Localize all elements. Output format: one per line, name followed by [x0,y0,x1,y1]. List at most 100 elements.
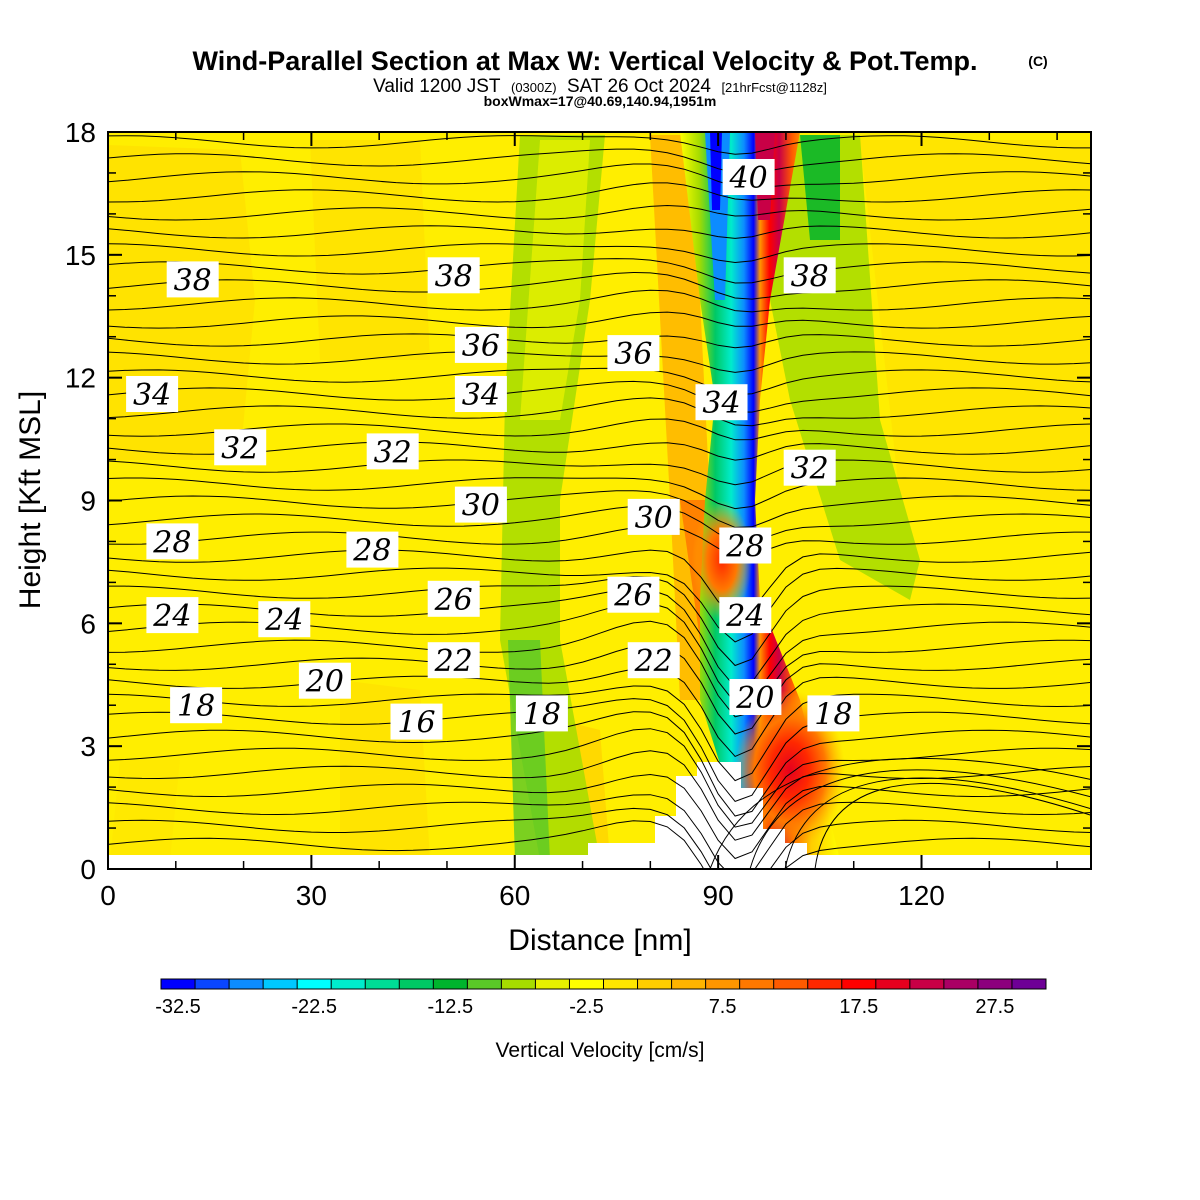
theta-contour-line [108,643,1091,735]
colorbar-swatch [399,979,434,989]
svg-text:30: 30 [462,489,500,524]
theta-contour-label: 34 [126,376,179,413]
forecast-tag: [21hrFcst@1128z] [721,80,826,95]
theta-contour-label: 32 [783,449,836,487]
theta-contour-line [108,380,1091,413]
theta-contour-label: 28 [346,531,399,569]
theta-contour-label: 34 [695,384,748,421]
y-tick-label: 0 [80,854,96,885]
svg-text:38: 38 [435,259,473,294]
colorbar-swatch [535,979,570,989]
theta-contour-line [108,367,1091,396]
svg-text:36: 36 [462,329,500,364]
svg-text:16: 16 [397,706,435,741]
svg-text:28: 28 [152,525,191,560]
theta-contour-label: 26 [427,580,480,618]
theta-contour-label: 24 [146,597,199,634]
theta-contour-label: 38 [166,261,219,298]
colorbar-swatch [297,979,332,989]
theta-contour-label: 18 [170,687,223,724]
colorbar-swatch [603,979,639,989]
theta-contour-line [108,477,1091,510]
svg-text:34: 34 [702,386,740,421]
colorbar-tick-label: 7.5 [709,996,737,1018]
theta-contour-line [108,271,1091,300]
y-tick-label: 18 [65,117,96,148]
x-tick-label: 30 [296,880,327,911]
svg-text:36: 36 [614,337,652,372]
theta-contour-line [108,441,1091,461]
x-tick-label: 0 [100,880,116,911]
theta-contour-line [108,794,1091,869]
theta-contour-line [108,163,1091,189]
theta-contour-label: 38 [783,257,836,294]
theta-contour-line [108,490,1091,528]
colorbar-swatch [909,979,945,989]
svg-text:26: 26 [434,583,473,618]
theta-contour-label: 40 [722,159,775,196]
svg-text:28: 28 [725,530,764,565]
colorbar-swatch [705,979,741,989]
contour-labels: 38 38 38 40 36 36 34 34 34 32 32 32 30 30 28 28 28 26 26 24… [126,159,860,741]
y-tick-label: 6 [80,608,96,639]
svg-text:24: 24 [152,599,191,634]
y-tick-label: 12 [65,363,96,394]
y-axis-label: Height [Kft MSL] [14,391,47,609]
svg-text:18: 18 [177,689,215,724]
colorbar-tick-label: -22.5 [291,996,337,1018]
theta-contour-label: 26 [607,576,660,614]
colorbar: -32.5 -22.5 -12.5 -2.5 7.5 17.5 27.5 [155,978,1047,1018]
svg-text:22: 22 [634,644,673,679]
chart-title: Wind-Parallel Section at Max W: Vertical… [193,46,978,76]
svg-text:34: 34 [462,378,500,413]
x-axis-label: Distance [nm] [508,924,691,957]
svg-text:38: 38 [174,263,212,298]
colorbar-swatch [263,979,298,989]
theta-contour-line [709,757,1091,869]
colorbar-tick-label: -2.5 [569,996,603,1018]
valid-line: Valid 1200 JST (0300Z) SAT 26 Oct 2024 [… [373,76,827,97]
theta-contour-label: 36 [454,326,507,364]
colorbar-swatch [569,979,604,989]
colorbar-label: Vertical Velocity [cm/s] [496,1039,705,1062]
theta-contour-line [108,711,1091,817]
x-tick-label: 90 [703,880,734,911]
theta-contour-label: 32 [214,429,267,466]
theta-contour-label: 32 [366,433,419,470]
theta-contour-line [108,567,1091,643]
theta-contour-label: 36 [607,335,660,372]
theta-contour-line [108,505,1091,543]
theta-contour-line [108,148,1091,174]
colorbar-swatch [807,979,843,989]
theta-contour-line [108,525,1091,557]
theta-contour-line [108,728,1091,828]
theta-contour-label: 20 [298,662,351,700]
theta-contour-line [108,397,1091,427]
svg-text:18: 18 [523,697,561,732]
svg-text:30: 30 [635,501,673,536]
colorbar-swatch [195,979,230,989]
colorbar-swatch [977,979,1013,989]
colorbar-tick-label: -32.5 [155,996,201,1018]
colorbar-swatch [841,979,877,989]
svg-text:24: 24 [725,599,764,634]
colorbar-tick-label: 27.5 [975,996,1014,1018]
valid-date: SAT 26 Oct 2024 [567,76,711,97]
theta-contour-label: 28 [719,527,772,565]
box-info: boxWmax=17@40.69,140.94,1951m [484,93,717,109]
theta-contour-label: 34 [454,376,507,413]
x-axis: 0 30 60 90 120 [100,132,1058,911]
y-tick-label: 3 [80,731,96,762]
svg-text:28: 28 [352,534,391,569]
theta-contour-line [814,782,1091,869]
theta-contour-line [108,204,1091,221]
valid-pre: Valid 1200 JST [373,76,501,97]
colorbar-swatch [331,979,366,989]
theta-contour-line [108,459,1091,486]
x-tick-label: 120 [898,880,945,911]
theta-contour-line [108,351,1091,373]
theta-contour-line [108,576,1091,667]
colorbar-frame [160,978,1047,990]
theta-contour-label: 24 [258,601,311,638]
